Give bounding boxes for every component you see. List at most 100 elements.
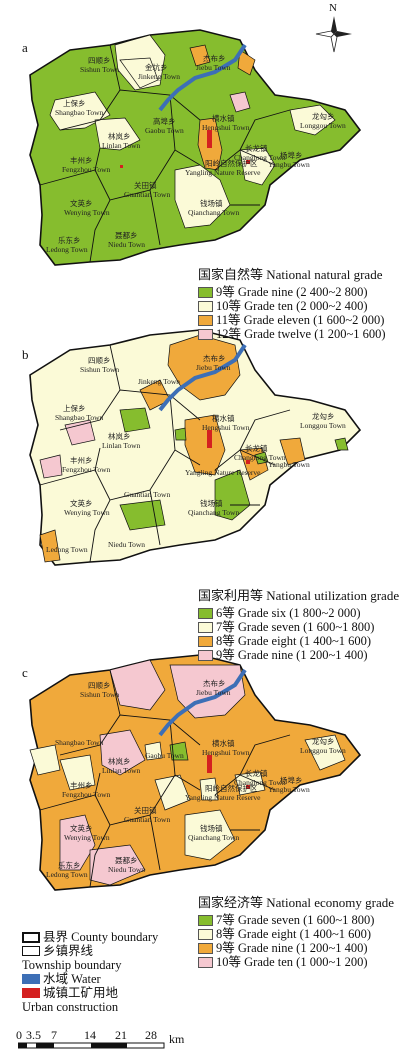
town-label-sishun: Sishun Town	[80, 65, 120, 74]
legend-urban: 城镇工矿用地	[22, 986, 158, 1000]
legend-swatch	[198, 914, 213, 926]
town-label-jiebu: Jiebu Town	[196, 363, 231, 372]
town-label-hengshui-cn: 横水镇	[212, 114, 235, 123]
town-label-yangling: Yangling Nature Reserve	[185, 793, 261, 802]
town-label-longgou: Longgou Town	[300, 421, 346, 430]
town-label-changlong: Changlong Town	[234, 453, 286, 462]
town-label-yangbu-cn: 杨埠乡	[280, 151, 303, 160]
scale-tick-3: 14	[84, 1028, 96, 1042]
legend-item: 10等 Grade ten (2 000~2 400)	[198, 299, 386, 313]
town-label-jiebu: Jiebu Town	[196, 688, 231, 697]
town-label-guantian-cn: 关田镇	[134, 806, 157, 815]
legend-item: 10等 Grade ten (1 000~1 200)	[198, 955, 394, 969]
legend-title: 国家利用等 National utilization grade	[198, 588, 400, 603]
town-label-fengzhou: Fengzhou Town	[62, 165, 111, 174]
town-label-sishun-cn: 四顺乡	[88, 356, 111, 365]
legend-label: 9等 Grade nine (2 400~2 800)	[216, 285, 368, 299]
township-label-cn: 乡镇界线	[43, 944, 94, 958]
town-label-ledong: Ledong Town	[46, 545, 88, 554]
town-label-jiebu-cn: 杰布乡	[203, 354, 226, 363]
township-label-row: Township boundary	[22, 958, 158, 972]
legend-county-boundary: 县界 County boundary	[22, 930, 158, 944]
legend-item: 9等 Grade nine (1 200~1 400)	[198, 648, 399, 662]
town-label-sishun-cn: 四顺乡	[88, 681, 111, 690]
town-label-hengshui-cn: 横水镇	[212, 414, 235, 423]
legend-swatch	[198, 300, 213, 312]
legend-panel-b: 国家利用等 National utilization grade 6等 Grad…	[198, 589, 399, 662]
town-label-fengzhou-cn: 丰州乡	[70, 156, 93, 165]
town-label-qianchang-cn: 钱场镇	[200, 499, 223, 508]
town-label-wenying: Wenying Town	[64, 508, 110, 517]
town-label-fengzhou: Fengzhou Town	[62, 465, 111, 474]
town-label-longgou-cn: 龙勾乡	[312, 737, 335, 746]
legend-panel-a: 国家自然等 National natural grade 9等 Grade ni…	[198, 268, 386, 341]
legend-swatch	[198, 956, 213, 968]
town-label-fengzhou-cn: 丰州乡	[70, 456, 93, 465]
legend-swatch	[198, 942, 213, 954]
legend-label: 9等 Grade nine (1 200~1 400)	[216, 941, 368, 955]
town-label-linlan: Linlan Town	[102, 766, 141, 775]
town-label-gaobu-cn: 高埠乡	[153, 117, 176, 126]
county-label: County boundary	[71, 930, 159, 944]
town-label-linlan-cn: 林岚乡	[108, 757, 131, 766]
town-label-niedu-cn: 聂都乡	[115, 856, 138, 865]
legend-label: 8等 Grade eight (1 400~1 600)	[216, 927, 371, 941]
town-label-sishun: Sishun Town	[80, 690, 120, 699]
legend-item: 9等 Grade nine (1 200~1 400)	[198, 941, 394, 955]
legend-swatch	[198, 621, 213, 633]
town-label-jiebu: Jiebu Town	[196, 63, 231, 72]
town-label-ledong: Ledong Town	[46, 245, 88, 254]
town-label-sishun: Sishun Town	[80, 365, 120, 374]
legend-label: 10等 Grade ten (1 000~1 200)	[216, 955, 368, 969]
town-label-longgou: Longgou Town	[300, 121, 346, 130]
town-label-qianchang-cn: 钱场镇	[200, 824, 223, 833]
town-label-shangbao: Shangbao Town	[55, 738, 104, 747]
town-label-shangbao: Shangbao Town	[55, 413, 104, 422]
legend-township-boundary: 乡镇界线	[22, 944, 158, 958]
water-swatch	[22, 974, 40, 984]
town-label-changlong-cn: 长龙镇	[245, 444, 268, 453]
town-label-hengshui: Hengshui Town	[202, 748, 250, 757]
scale-tick-2: 7	[51, 1028, 57, 1042]
scale-tick-4: 21	[115, 1028, 127, 1042]
town-label-changlong: Changlong Town	[234, 778, 286, 787]
town-label-ledong-cn: 乐东乡	[58, 236, 81, 245]
town-label-guantian: Guantian Town	[124, 190, 171, 199]
legend-item: 11等 Grade eleven (1 600~2 000)	[198, 313, 386, 327]
town-label-qianchang-cn: 钱场镇	[200, 199, 223, 208]
legend-item: 12等 Grade twelve (1 200~1 600)	[198, 327, 386, 341]
scale-bar: 0 3.5 7 14 21 28 km	[16, 1028, 186, 1054]
legend-label: 11等 Grade eleven (1 600~2 000)	[216, 313, 385, 327]
town-label-yangling: Yangling Nature Reserve	[185, 168, 261, 177]
legend-item: 7等 Grade seven (1 600~1 800)	[198, 913, 394, 927]
town-label-shangbao-cn: 上保乡	[63, 404, 86, 413]
scale-tick-0: 0	[16, 1028, 22, 1042]
legend-swatch	[198, 314, 213, 326]
town-label-jiebu-cn: 杰布乡	[203, 679, 226, 688]
legend-item: 9等 Grade nine (2 400~2 800)	[198, 285, 386, 299]
legend-swatch	[198, 635, 213, 647]
town-label-linlan: Linlan Town	[102, 141, 141, 150]
county-label-cn: 县界	[43, 930, 69, 944]
legend-swatch	[198, 649, 213, 661]
township-label: Township boundary	[22, 958, 122, 972]
town-label-jiebu-cn: 杰布乡	[203, 54, 226, 63]
town-label-gaobu: Gaobu Town	[145, 126, 184, 135]
urban-label-row: Urban construction	[22, 1000, 158, 1014]
town-label-linlan: Linlan Town	[102, 441, 141, 450]
town-label-niedu-cn: 聂都乡	[115, 231, 138, 240]
legend-item: 6等 Grade six (1 800~2 000)	[198, 606, 399, 620]
town-label-yangbu: Yangbu Town	[268, 160, 310, 169]
town-label-qianchang: Qianchang Town	[188, 833, 240, 842]
town-label-ledong: Ledong Town	[46, 870, 88, 879]
town-label-wenying-cn: 文英乡	[70, 499, 93, 508]
county-boundary-swatch	[22, 931, 40, 943]
town-label-wenying: Wenying Town	[64, 833, 110, 842]
town-label-guantian-cn: 关田镇	[134, 181, 157, 190]
town-label-sishun-cn: 四顺乡	[88, 56, 111, 65]
town-label-fengzhou: Fengzhou Town	[62, 790, 111, 799]
urban-label-cn: 城镇工矿用地	[43, 986, 119, 1000]
town-label-longgou-cn: 龙勾乡	[312, 112, 335, 121]
town-label-changlong-cn: 长龙镇	[245, 144, 268, 153]
urban-label: Urban construction	[22, 1000, 119, 1014]
